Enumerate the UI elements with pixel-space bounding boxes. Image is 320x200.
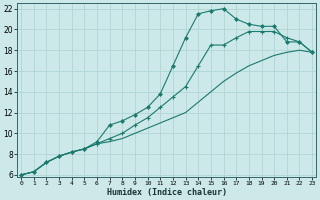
X-axis label: Humidex (Indice chaleur): Humidex (Indice chaleur) xyxy=(107,188,227,197)
